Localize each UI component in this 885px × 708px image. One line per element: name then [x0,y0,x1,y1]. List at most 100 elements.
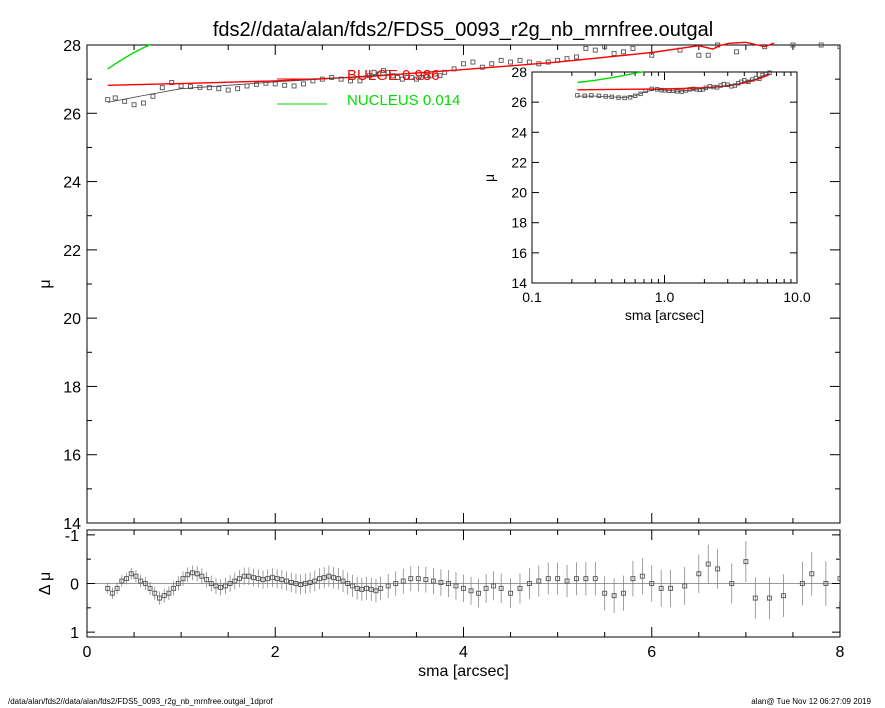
main-data-point [348,78,353,84]
main-data-point [470,59,476,65]
residual-data-point [128,571,134,577]
residual-data-point [602,590,608,596]
main-total-line [107,73,398,103]
residual-data-point [823,581,829,586]
main-data-point [649,52,655,58]
residual-data-point [138,578,144,584]
main-data-point [131,102,137,108]
main-data-point [630,45,636,51]
inset-y-tick-label: 14 [511,275,527,291]
main-data-point [216,86,222,92]
main-y-tick-label: 24 [63,175,81,192]
residual-data-point [498,585,504,591]
main-bulge-line [107,41,775,86]
residual-data-point [171,585,177,591]
inset-data-point [622,95,627,101]
residual-data-point [649,581,655,586]
main-data-point [206,85,212,91]
residual-data-point [491,583,497,589]
main-data-point [621,49,626,55]
main-data-point [592,47,598,53]
residual-data-point [288,580,294,585]
residual-data-point [668,585,674,591]
main-nucleus-line [107,43,152,70]
main-data-point [489,61,495,67]
residual-data-point [574,576,579,582]
residual-data-point [208,581,214,586]
inset-x-tick-label: 0.1 [522,289,542,305]
main-data-point [282,82,288,88]
residual-data-point [345,581,351,586]
main-y-tick-label: 28 [63,38,81,55]
residual-data-point [729,581,735,586]
residual-data-point [752,595,758,601]
main-y-tick-label: 26 [63,106,81,123]
main-data-point [169,80,175,86]
inset-y-tick-label: 26 [511,94,527,110]
residual-data-point [265,576,271,582]
main-y-tick-label: 14 [63,516,81,533]
residual-x-axis-label: sma [arcsec] [418,663,509,680]
residual-data-point [133,573,139,579]
main-data-point [390,73,396,79]
main-data-point [574,54,579,60]
residual-data-point [445,581,451,586]
residual-data-point [468,588,474,594]
residual-data-point [526,581,532,586]
inset-x-tick-label: 10.0 [783,289,810,305]
main-data-point [272,81,278,87]
residual-data-point [611,593,617,599]
main-series-group [105,41,840,108]
main-data-point [409,74,415,80]
residual-data-point [349,583,355,589]
main-data-point [399,76,405,82]
residual-data-point [180,576,186,582]
residual-data-point [147,585,153,591]
inset-series-group [575,70,772,101]
residual-data-point [545,576,551,582]
residual-data-point [260,577,266,583]
main-data-point [253,81,259,87]
residual-data-point [837,576,840,582]
main-y-tick-label: 22 [63,243,81,260]
residual-data-point [312,578,318,584]
main-data-point [461,61,466,67]
residual-data-point [321,575,327,581]
residual-data-point [269,575,275,581]
residual-data-point [555,576,561,582]
residual-data-point [630,576,636,582]
residual-data-point [621,590,626,596]
main-data-point [178,83,184,89]
main-data-point [122,98,128,104]
residual-data-point [400,578,406,584]
residual-data-point [157,595,162,601]
chart-title: fds2//data/alan/fds2/FDS5_0093_r2g_nb_mr… [213,19,713,41]
main-data-point [583,45,589,51]
residual-data-point [799,581,805,586]
residual-data-point [766,595,772,601]
footer-timestamp: alan@ Tue Nov 12 06:27:09 2019 [751,697,871,706]
main-y-axis-label: μ [37,279,54,288]
inset-x-axis-label: sma [arcsec] [625,307,704,323]
main-data-point [105,97,111,103]
residual-data-point [335,576,341,582]
main-data-point [564,56,570,62]
main-data-point [818,42,824,48]
main-data-point [602,44,608,50]
residual-data-point [302,581,308,586]
main-data-point [413,76,419,82]
residual-data-point [438,580,444,585]
residual-data-point [393,581,399,586]
residual-data-point [199,573,205,579]
main-data-point [141,100,146,106]
residual-data-point [658,585,664,591]
main-data-point [423,73,429,79]
residual-data-point [809,571,815,577]
residual-data-point [536,578,542,584]
residual-series-group [105,541,840,620]
main-data-point [705,52,711,58]
residual-data-point [119,578,125,584]
inset-data-point [575,93,580,98]
residual-data-point [592,576,598,582]
residual-data-point [682,583,688,589]
